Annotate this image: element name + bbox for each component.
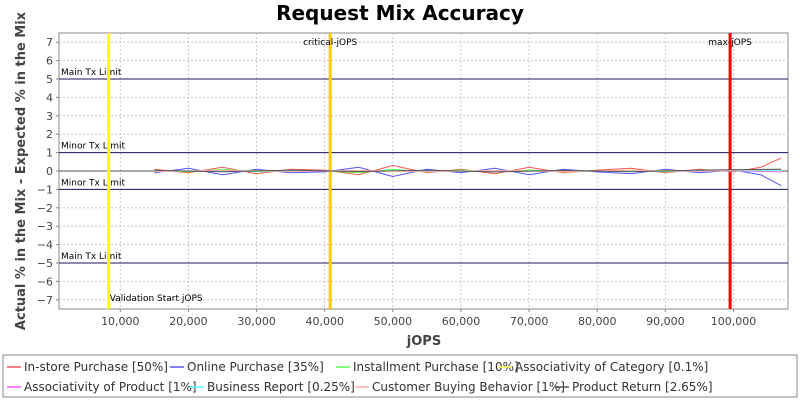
y-tick-label: −7 — [37, 294, 53, 307]
y-tick-label: 3 — [46, 110, 53, 123]
series-lines — [154, 157, 782, 187]
y-axis-ticks: −7 −6 −5 −4 −3 −2 −1 0 1 2 3 4 5 6 7 — [37, 36, 59, 307]
legend-entry: Associativity of Category [0.1%] — [515, 360, 708, 374]
x-tick-label: 90,000 — [646, 315, 685, 328]
x-tick-label: 40,000 — [305, 315, 344, 328]
y-tick-label: −2 — [37, 202, 53, 215]
y-tick-label: 0 — [46, 165, 53, 178]
chart-title: Request Mix Accuracy — [276, 1, 524, 25]
y-tick-label: −5 — [37, 257, 53, 270]
marker-line-label: critical-jOPS — [303, 38, 357, 48]
y-tick-label: 1 — [46, 147, 53, 160]
y-axis-label: Actual % in the Mix - Expected % in the … — [14, 11, 29, 330]
legend-box — [2, 354, 798, 398]
marker-line-label: Validation Start jOPS — [110, 294, 203, 304]
x-tick-label: 100,000 — [711, 315, 757, 328]
limit-line-label: Main Tx Limit — [61, 252, 122, 262]
x-tick-label: 30,000 — [237, 315, 276, 328]
y-tick-label: 7 — [46, 36, 53, 49]
x-tick-label: 60,000 — [442, 315, 481, 328]
legend-entry: Online Purchase [35%] — [187, 360, 324, 374]
x-axis-ticks: 10,000 20,000 30,000 40,000 50,000 60,000 70,0… — [101, 309, 756, 328]
legend-entry: Customer Buying Behavior [1%] — [372, 380, 565, 394]
x-axis-label: jOPS — [406, 334, 441, 349]
x-tick-label: 50,000 — [374, 315, 413, 328]
x-tick-label: 10,000 — [101, 315, 140, 328]
y-tick-label: 6 — [46, 55, 53, 68]
x-tick-label: 70,000 — [510, 315, 549, 328]
x-tick-label: 80,000 — [578, 315, 617, 328]
y-tick-label: 5 — [46, 73, 53, 86]
series-line — [154, 168, 782, 173]
y-tick-label: −1 — [37, 183, 53, 196]
y-tick-label: −4 — [37, 239, 53, 252]
legend-entry: Associativity of Product [1%] — [24, 380, 197, 394]
limit-line-label: Main Tx Limit — [61, 68, 122, 78]
y-tick-label: −3 — [37, 220, 53, 233]
y-tick-label: −6 — [37, 275, 53, 288]
limit-line-label: Minor Tx Limit — [61, 178, 126, 188]
x-tick-label: 20,000 — [169, 315, 208, 328]
legend-entry: Business Report [0.25%] — [207, 380, 355, 394]
y-tick-label: 2 — [46, 128, 53, 141]
legend-entry: In-store Purchase [50%] — [24, 360, 168, 374]
marker-line-label: max-jOPS — [708, 38, 752, 48]
legend: In-store Purchase [50%] Online Purchase [… — [7, 360, 713, 394]
y-tick-label: 4 — [46, 91, 53, 104]
legend-entry: Product Return [2.65%] — [572, 380, 713, 394]
limit-line-label: Minor Tx Limit — [61, 142, 126, 152]
legend-entry: Installment Purchase [10%] — [353, 360, 519, 374]
